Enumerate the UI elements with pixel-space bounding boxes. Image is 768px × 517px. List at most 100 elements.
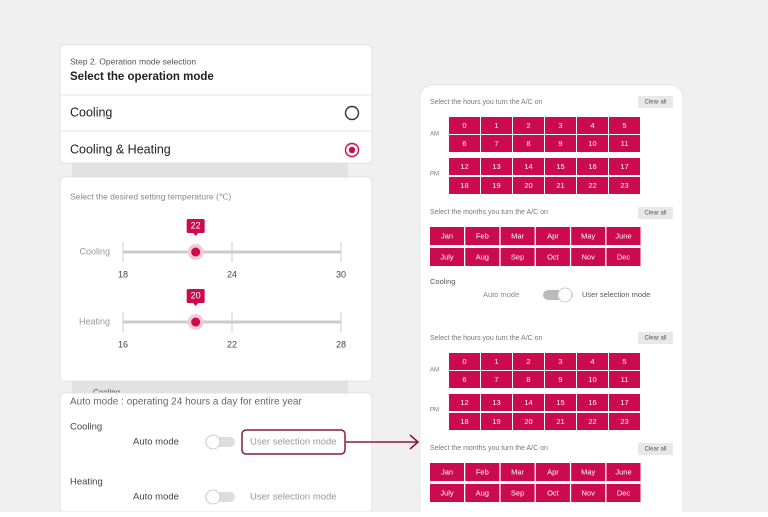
option-label[interactable]: Cooling & Heating — [70, 142, 171, 156]
hour-label[interactable]: 20 — [524, 417, 532, 426]
month-label[interactable]: June — [615, 467, 631, 476]
hour-label[interactable]: 12 — [460, 398, 468, 407]
hour-cell[interactable] — [449, 177, 480, 194]
hour-cell[interactable] — [513, 158, 544, 175]
clear-button[interactable] — [638, 207, 673, 219]
hour-cell[interactable] — [545, 117, 576, 134]
toggle-knob[interactable] — [557, 287, 573, 303]
hour-cell[interactable] — [513, 413, 544, 430]
month-label[interactable]: Jan — [441, 467, 453, 476]
hour-cell[interactable] — [481, 353, 512, 370]
hour-label[interactable]: 22 — [588, 417, 596, 426]
month-cell[interactable] — [606, 227, 641, 245]
hour-label[interactable]: 7 — [494, 375, 498, 384]
month-cell[interactable] — [535, 227, 570, 245]
hour-cell[interactable] — [513, 353, 544, 370]
hour-label[interactable]: 18 — [460, 181, 468, 190]
hour-label[interactable]: 15 — [556, 398, 564, 407]
hour-label[interactable]: 7 — [494, 139, 498, 148]
hour-label[interactable]: 16 — [588, 162, 596, 171]
option-label[interactable]: Cooling — [70, 105, 112, 119]
hour-cell[interactable] — [481, 371, 512, 388]
slider-thumb[interactable] — [191, 247, 201, 257]
toggle-knob[interactable] — [205, 489, 221, 505]
hour-label[interactable]: 1 — [494, 357, 498, 366]
month-cell[interactable] — [430, 484, 464, 502]
hour-label[interactable]: 16 — [588, 398, 596, 407]
hour-cell[interactable] — [577, 158, 608, 175]
hour-cell[interactable] — [545, 353, 576, 370]
hour-label[interactable]: 5 — [622, 357, 626, 366]
hour-label[interactable]: 3 — [558, 121, 562, 130]
hour-cell[interactable] — [609, 135, 640, 152]
month-cell[interactable] — [465, 463, 500, 481]
hour-label[interactable]: 18 — [460, 417, 468, 426]
hour-label[interactable]: 11 — [621, 139, 629, 148]
hour-cell[interactable] — [545, 371, 576, 388]
month-label[interactable]: July — [440, 488, 454, 497]
month-cell[interactable] — [500, 463, 535, 481]
month-label[interactable]: Nov — [582, 488, 596, 497]
hour-cell[interactable] — [513, 394, 544, 411]
hour-label[interactable]: 20 — [524, 181, 532, 190]
month-label[interactable]: Oct — [547, 488, 560, 497]
hour-label[interactable]: 6 — [462, 375, 466, 384]
hour-label[interactable]: 2 — [526, 121, 530, 130]
hour-label[interactable]: 1 — [494, 121, 498, 130]
user-label[interactable]: User selection mode — [582, 290, 650, 299]
month-cell[interactable] — [500, 227, 535, 245]
hour-cell[interactable] — [449, 371, 480, 388]
hour-label[interactable]: 21 — [556, 181, 564, 190]
hour-label[interactable]: 8 — [526, 139, 530, 148]
month-label[interactable]: Feb — [476, 231, 489, 240]
hour-cell[interactable] — [481, 158, 512, 175]
month-cell[interactable] — [465, 227, 500, 245]
hour-label[interactable]: 10 — [588, 139, 596, 148]
hour-cell[interactable] — [609, 394, 640, 411]
month-label[interactable]: Mar — [511, 467, 524, 476]
hour-cell[interactable] — [513, 135, 544, 152]
month-label[interactable]: Mar — [511, 231, 524, 240]
hour-label[interactable]: 12 — [460, 162, 468, 171]
hour-cell[interactable] — [449, 394, 480, 411]
toggle-knob[interactable] — [205, 434, 221, 450]
clear-label[interactable]: Clear all — [644, 211, 666, 217]
user-label[interactable]: User selection mode — [250, 437, 337, 448]
month-label[interactable]: July — [440, 252, 454, 261]
clear-label[interactable]: Clear all — [644, 447, 666, 453]
radio[interactable] — [344, 105, 360, 121]
hour-label[interactable]: 19 — [492, 417, 500, 426]
month-label[interactable]: Apr — [547, 231, 559, 240]
hour-label[interactable]: 17 — [620, 398, 628, 407]
hour-label[interactable]: 6 — [462, 139, 466, 148]
hour-cell[interactable] — [513, 371, 544, 388]
month-label[interactable]: Feb — [476, 467, 489, 476]
hour-cell[interactable] — [577, 177, 608, 194]
month-cell[interactable] — [465, 248, 500, 266]
month-label[interactable]: Sep — [511, 488, 524, 497]
hour-cell[interactable] — [545, 177, 576, 194]
month-label[interactable]: Dec — [617, 488, 631, 497]
hour-label[interactable]: 0 — [462, 121, 466, 130]
hour-label[interactable]: 19 — [492, 181, 500, 190]
hour-cell[interactable] — [577, 394, 608, 411]
clear-button[interactable] — [638, 332, 673, 344]
month-cell[interactable] — [430, 227, 464, 245]
hour-cell[interactable] — [609, 353, 640, 370]
hour-cell[interactable] — [481, 394, 512, 411]
month-cell[interactable] — [500, 484, 535, 502]
hour-label[interactable]: 10 — [588, 375, 596, 384]
month-cell[interactable] — [430, 248, 464, 266]
month-cell[interactable] — [571, 227, 606, 245]
month-cell[interactable] — [535, 463, 570, 481]
hour-cell[interactable] — [513, 177, 544, 194]
month-label[interactable]: Dec — [617, 252, 631, 261]
hour-label[interactable]: 5 — [622, 121, 626, 130]
hour-cell[interactable] — [449, 117, 480, 134]
hour-label[interactable]: 13 — [492, 162, 500, 171]
hour-cell[interactable] — [449, 353, 480, 370]
month-cell[interactable] — [571, 484, 606, 502]
hour-cell[interactable] — [577, 413, 608, 430]
hour-label[interactable]: 22 — [588, 181, 596, 190]
hour-cell[interactable] — [545, 135, 576, 152]
